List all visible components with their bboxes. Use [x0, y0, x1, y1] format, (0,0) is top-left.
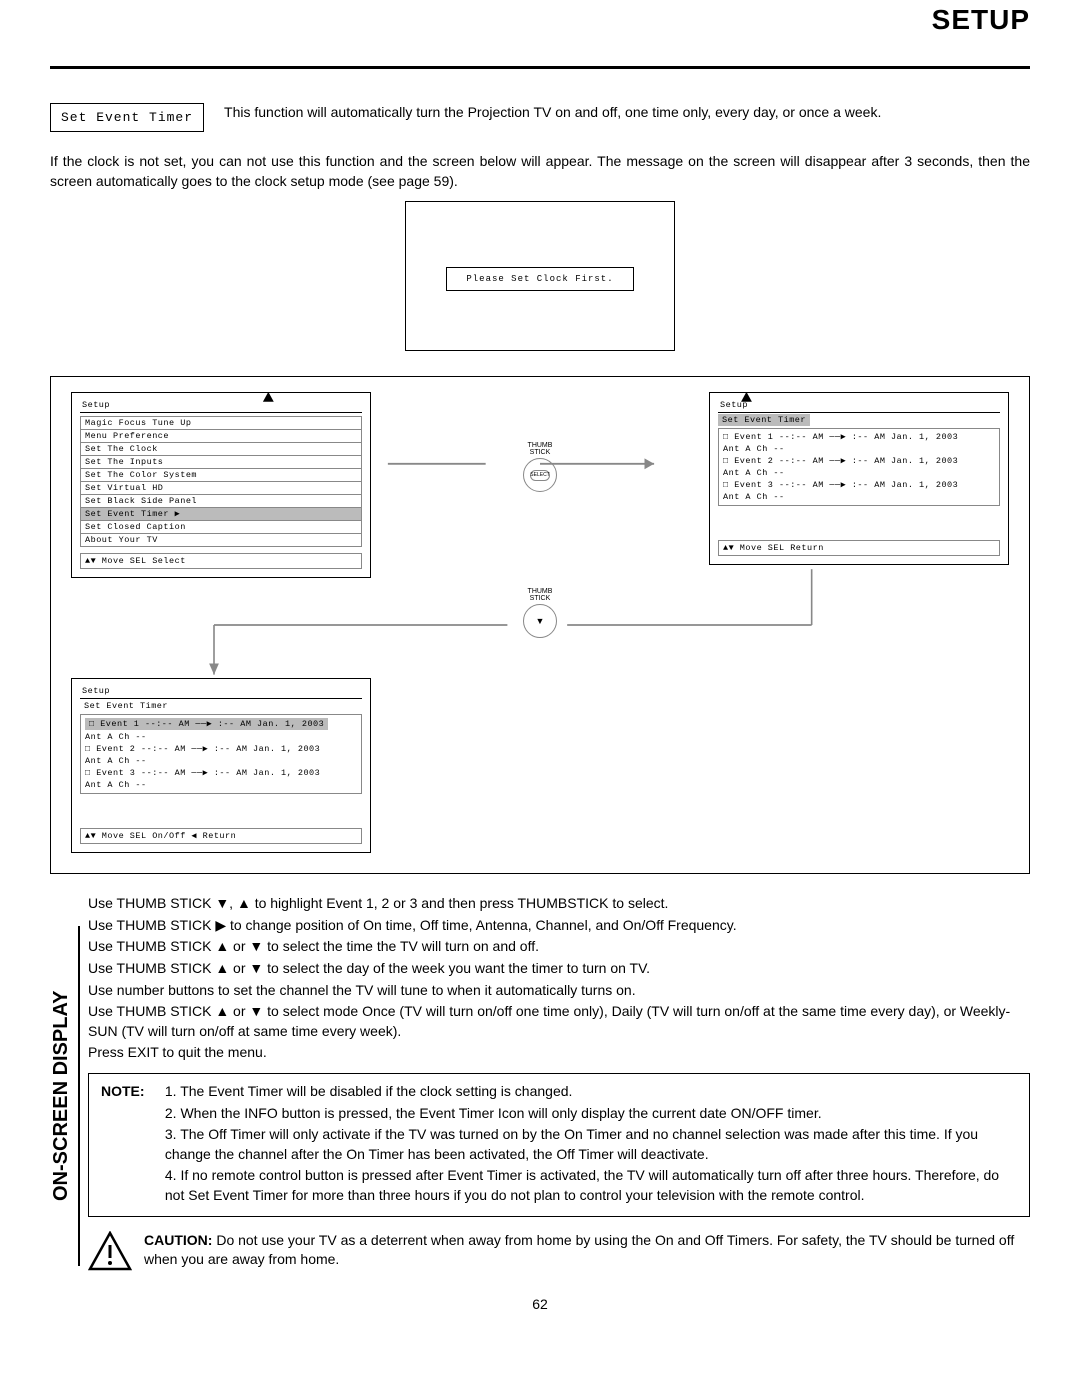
menu1-item: Magic Focus Tune Up	[81, 417, 361, 430]
header-rule	[50, 66, 1030, 69]
caution-body: Do not use your TV as a deterrent when a…	[144, 1232, 1014, 1268]
instruction-line: Use THUMB STICK ▶ to change position of …	[88, 916, 1030, 936]
menu1-item: Set The Color System	[81, 469, 361, 482]
thumbstick-circle-icon: SELECT	[523, 458, 557, 492]
warning-triangle-icon	[88, 1231, 132, 1277]
event-subline: Ant A Ch --	[719, 467, 999, 479]
event-line: □ Event 3 --:-- AM ──▶ :-- AM Jan. 1, 20…	[719, 479, 999, 491]
menu1-item: Menu Preference	[81, 430, 361, 443]
thumbstick-right: THUMB STICK SELECT	[480, 392, 600, 492]
thumb-label-1: THUMB STICK	[528, 442, 553, 456]
page: SETUP Set Event Timer This function will…	[0, 0, 1080, 1342]
menu3-events: □ Event 1 --:-- AM ──▶ :-- AM Jan. 1, 20…	[80, 714, 362, 794]
menu1-item: Set Event Timer ▶	[81, 508, 361, 521]
event-subline: Ant A Ch --	[81, 755, 361, 767]
caution-row: CAUTION: Do not use your TV as a deterre…	[88, 1231, 1030, 1277]
menu1-list: Magic Focus Tune UpMenu PreferenceSet Th…	[80, 416, 362, 547]
main-column: Use THUMB STICK ▼, ▲ to highlight Event …	[88, 894, 1030, 1276]
menu1-item: Set The Clock	[81, 443, 361, 456]
thumbstick-down: THUMB STICK ▼	[71, 588, 1009, 638]
on-screen-display-side-label: ON-SCREEN DISPLAY	[50, 926, 80, 1266]
lower-wrap: Setup Set Event Timer □ Event 1 --:-- AM…	[71, 678, 1009, 853]
thumb-label-2: THUMB STICK	[528, 588, 553, 602]
note-item: 3. The Off Timer will only activate if t…	[165, 1125, 1011, 1164]
menu1-footer: ▲▼ Move SEL Select	[80, 553, 362, 569]
event-line: □ Event 3 --:-- AM ──▶ :-- AM Jan. 1, 20…	[81, 767, 361, 779]
note-box: NOTE: 1. The Event Timer will be disable…	[88, 1073, 1030, 1217]
menu1-item: About Your TV	[81, 534, 361, 546]
event-subline: Ant A Ch --	[719, 491, 999, 503]
menu3-subtitle: Set Event Timer	[80, 700, 362, 712]
menu3-footer: ▲▼ Move SEL On/Off ◀ Return	[80, 828, 362, 844]
clock-first-message: Please Set Clock First.	[446, 267, 634, 291]
note-label: NOTE:	[101, 1082, 161, 1102]
setup-menu-screen: Setup Magic Focus Tune UpMenu Preference…	[71, 392, 371, 578]
content-row: ON-SCREEN DISPLAY Use THUMB STICK ▼, ▲ t…	[50, 894, 1030, 1276]
instructions-block: Use THUMB STICK ▼, ▲ to highlight Event …	[88, 894, 1030, 1063]
menu1-item: Set Black Side Panel	[81, 495, 361, 508]
menu-flow-diagram: Setup Magic Focus Tune UpMenu Preference…	[50, 376, 1030, 874]
event-subline: Ant A Ch --	[81, 731, 361, 743]
event-subline: Ant A Ch --	[719, 443, 999, 455]
caution-text: CAUTION: Do not use your TV as a deterre…	[144, 1231, 1030, 1270]
instruction-line: Use THUMB STICK ▲ or ▼ to select the day…	[88, 959, 1030, 979]
instruction-line: Use THUMB STICK ▼, ▲ to highlight Event …	[88, 894, 1030, 914]
event-line: □ Event 2 --:-- AM ──▶ :-- AM Jan. 1, 20…	[81, 743, 361, 755]
note-item: 1. The Event Timer will be disabled if t…	[165, 1082, 1011, 1102]
set-event-timer-label: Set Event Timer	[50, 103, 204, 132]
instruction-line: Use THUMB STICK ▲ or ▼ to select mode On…	[88, 1002, 1030, 1041]
note-item: 2. When the INFO button is pressed, the …	[165, 1104, 1011, 1124]
page-number: 62	[50, 1296, 1030, 1312]
instruction-line: Use THUMB STICK ▲ or ▼ to select the tim…	[88, 937, 1030, 957]
menu1-item: Set Closed Caption	[81, 521, 361, 534]
intro-row: Set Event Timer This function will autom…	[50, 103, 1030, 132]
event-timer-screen-2: Setup Set Event Timer □ Event 1 --:-- AM…	[71, 678, 371, 853]
note-item: 4. If no remote control button is presse…	[165, 1166, 1011, 1205]
intro-text: This function will automatically turn th…	[224, 103, 881, 123]
clock-first-screen: Please Set Clock First.	[405, 201, 675, 351]
instruction-line: Press EXIT to quit the menu.	[88, 1043, 1030, 1063]
event-line: □ Event 1 --:-- AM ──▶ :-- AM Jan. 1, 20…	[81, 717, 361, 731]
menu2-title: Setup	[718, 399, 1000, 411]
menu2-events: □ Event 1 --:-- AM ──▶ :-- AM Jan. 1, 20…	[718, 428, 1000, 506]
caution-label: CAUTION:	[144, 1232, 212, 1248]
menu1-title: Setup	[80, 399, 362, 411]
menu2-subtitle: Set Event Timer	[718, 414, 810, 426]
menus-top-row: Setup Magic Focus Tune UpMenu Preference…	[71, 392, 1009, 578]
thumbstick-select-label: SELECT	[530, 470, 550, 481]
page-title: SETUP	[50, 4, 1030, 36]
thumbstick-circle-icon-2: ▼	[523, 604, 557, 638]
event-line: □ Event 1 --:-- AM ──▶ :-- AM Jan. 1, 20…	[719, 431, 999, 443]
event-line: □ Event 2 --:-- AM ──▶ :-- AM Jan. 1, 20…	[719, 455, 999, 467]
event-subline: Ant A Ch --	[81, 779, 361, 791]
menu1-item: Set The Inputs	[81, 456, 361, 469]
menu2-footer: ▲▼ Move SEL Return	[718, 540, 1000, 556]
event-timer-screen-1: Setup Set Event Timer □ Event 1 --:-- AM…	[709, 392, 1009, 565]
menu3-title: Setup	[80, 685, 362, 697]
menu1-item: Set Virtual HD	[81, 482, 361, 495]
instruction-line: Use number buttons to set the channel th…	[88, 981, 1030, 1001]
clock-note: If the clock is not set, you can not use…	[50, 152, 1030, 191]
note-list: 1. The Event Timer will be disabled if t…	[165, 1082, 1011, 1208]
